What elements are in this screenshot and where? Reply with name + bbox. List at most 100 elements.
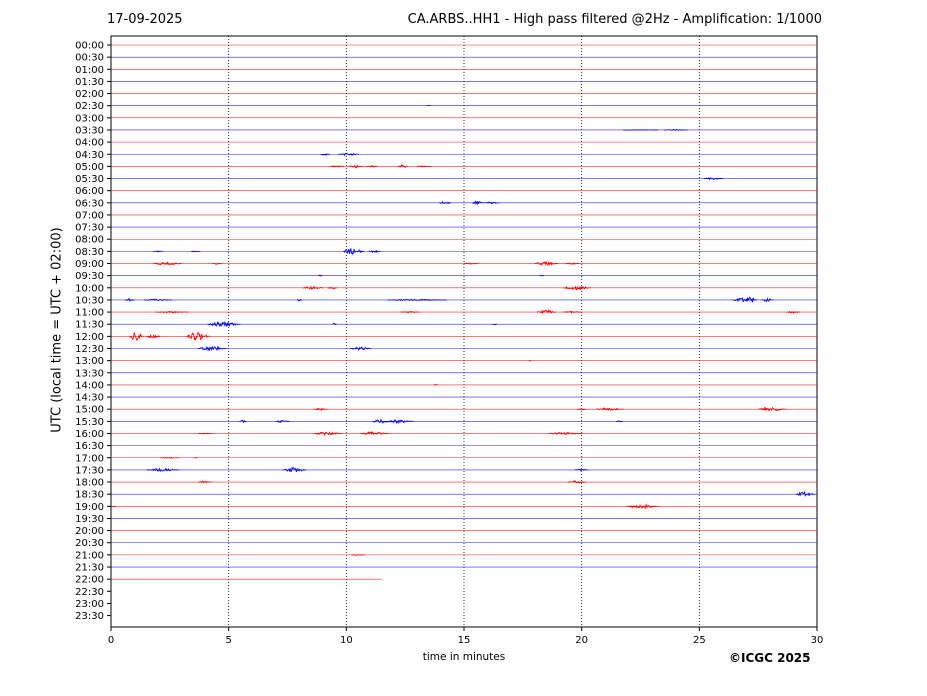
y-tick-label-13:00: 13:00 xyxy=(75,356,104,367)
event-burst-06:30-0 xyxy=(439,200,452,205)
y-tick-label-07:30: 07:30 xyxy=(75,223,104,234)
y-tick-label-22:30: 22:30 xyxy=(75,587,104,598)
event-burst-11:30-1 xyxy=(332,322,337,326)
y-tick-label-14:00: 14:00 xyxy=(75,380,104,391)
event-burst-10:00-0 xyxy=(302,285,325,290)
y-tick-label-07:00: 07:00 xyxy=(75,210,104,221)
y-tick-label-16:00: 16:00 xyxy=(75,429,104,440)
y-tick-label-06:00: 06:00 xyxy=(75,186,104,197)
event-burst-06:30-2 xyxy=(485,201,500,205)
event-burst-12:30-0 xyxy=(198,345,227,352)
x-tick-label-30: 30 xyxy=(811,635,824,646)
event-burst-18:30-0 xyxy=(795,490,815,497)
event-burst-17:30-2 xyxy=(574,468,589,472)
event-burst-18:00-1 xyxy=(567,479,587,484)
event-burst-05:00-4 xyxy=(416,165,432,168)
event-burst-10:00-1 xyxy=(327,286,337,290)
y-tick-label-03:00: 03:00 xyxy=(75,113,104,124)
y-tick-label-23:30: 23:30 xyxy=(75,611,104,622)
y-tick-label-10:30: 10:30 xyxy=(75,295,104,306)
event-burst-04:30-1 xyxy=(338,152,360,157)
event-burst-15:00-2 xyxy=(595,407,625,411)
event-burst-09:00-3 xyxy=(534,260,559,266)
event-burst-08:30-0 xyxy=(153,250,163,253)
event-burst-10:30-5 xyxy=(745,296,758,303)
y-tick-label-02:30: 02:30 xyxy=(75,101,104,112)
event-burst-08:30-2 xyxy=(342,247,365,256)
x-tick-label-10: 10 xyxy=(340,635,353,646)
event-burst-10:30-3 xyxy=(387,298,447,302)
event-burst-13:00-0 xyxy=(528,360,532,362)
event-burst-05:00-3 xyxy=(397,164,408,168)
event-burst-12:00-2 xyxy=(186,332,210,341)
event-burst-17:30-0 xyxy=(146,467,180,472)
event-burst-15:00-3 xyxy=(758,406,787,412)
y-tick-label-01:00: 01:00 xyxy=(75,65,104,76)
y-tick-label-21:00: 21:00 xyxy=(75,550,104,561)
y-tick-label-18:00: 18:00 xyxy=(75,478,104,489)
event-burst-15:00-1 xyxy=(576,408,587,411)
event-burst-09:00-0 xyxy=(153,260,182,266)
event-burst-06:30-1 xyxy=(472,200,485,206)
event-burst-12:00-0 xyxy=(129,332,145,341)
event-burst-08:30-1 xyxy=(190,250,201,253)
y-tick-label-11:30: 11:30 xyxy=(75,320,104,331)
y-tick-label-17:30: 17:30 xyxy=(75,465,104,476)
event-burst-10:00-2 xyxy=(562,285,592,291)
event-burst-10:30-0 xyxy=(125,297,135,302)
y-tick-label-13:30: 13:30 xyxy=(75,368,104,379)
event-burst-21:00-0 xyxy=(351,554,366,556)
event-burst-15:30-2 xyxy=(372,418,392,424)
y-tick-label-11:00: 11:00 xyxy=(75,308,104,319)
x-tick-label-20: 20 xyxy=(575,635,588,646)
y-tick-label-01:30: 01:30 xyxy=(75,77,104,88)
y-tick-label-20:00: 20:00 xyxy=(75,526,104,537)
y-tick-label-08:00: 08:00 xyxy=(75,235,104,246)
event-burst-19:00-1 xyxy=(626,503,660,510)
event-burst-09:00-4 xyxy=(565,262,580,265)
event-burst-15:30-4 xyxy=(615,420,623,423)
event-burst-10:30-6 xyxy=(761,296,774,303)
y-tick-label-06:30: 06:30 xyxy=(75,198,104,209)
event-burst-17:00-0 xyxy=(160,456,180,459)
event-burst-03:30-0 xyxy=(622,129,659,131)
event-burst-04:30-0 xyxy=(320,153,330,157)
x-tick-label-5: 5 xyxy=(225,635,231,646)
event-burst-12:30-1 xyxy=(349,346,372,351)
date-label: 17-09-2025 xyxy=(107,12,183,27)
event-burst-15:30-3 xyxy=(387,419,414,425)
event-burst-11:00-0 xyxy=(155,310,189,314)
y-tick-label-05:30: 05:30 xyxy=(75,174,104,185)
event-burst-11:00-1 xyxy=(400,310,420,314)
event-burst-10:30-2 xyxy=(296,298,302,302)
y-tick-label-12:00: 12:00 xyxy=(75,332,104,343)
event-burst-05:00-1 xyxy=(348,164,363,169)
y-tick-label-22:00: 22:00 xyxy=(75,575,104,586)
x-tick-label-25: 25 xyxy=(693,635,706,646)
y-tick-label-10:00: 10:00 xyxy=(75,283,104,294)
x-axis-label: time in minutes xyxy=(422,651,506,663)
event-burst-09:00-2 xyxy=(463,262,479,265)
event-burst-17:30-1 xyxy=(282,466,307,473)
event-burst-15:30-0 xyxy=(239,419,247,424)
plot-frame xyxy=(110,35,818,628)
y-tick-label-15:00: 15:00 xyxy=(75,405,104,416)
event-burst-15:30-1 xyxy=(275,419,290,424)
y-tick-label-15:30: 15:30 xyxy=(75,417,104,428)
event-burst-11:00-2 xyxy=(536,309,556,314)
event-burst-11:30-2 xyxy=(492,323,498,326)
y-tick-label-08:30: 08:30 xyxy=(75,247,104,258)
event-burst-11:00-4 xyxy=(786,310,801,315)
y-tick-label-19:00: 19:00 xyxy=(75,502,104,513)
event-burst-19:00-0 xyxy=(110,505,116,508)
y-tick-label-17:00: 17:00 xyxy=(75,453,104,464)
event-burst-18:00-0 xyxy=(198,480,213,484)
event-burst-16:00-3 xyxy=(198,432,213,435)
y-tick-label-23:00: 23:00 xyxy=(75,599,104,610)
y-tick-label-03:30: 03:30 xyxy=(75,125,104,136)
event-burst-08:30-3 xyxy=(368,249,381,254)
y-tick-label-12:30: 12:30 xyxy=(75,344,104,355)
y-tick-label-05:00: 05:00 xyxy=(75,162,104,173)
